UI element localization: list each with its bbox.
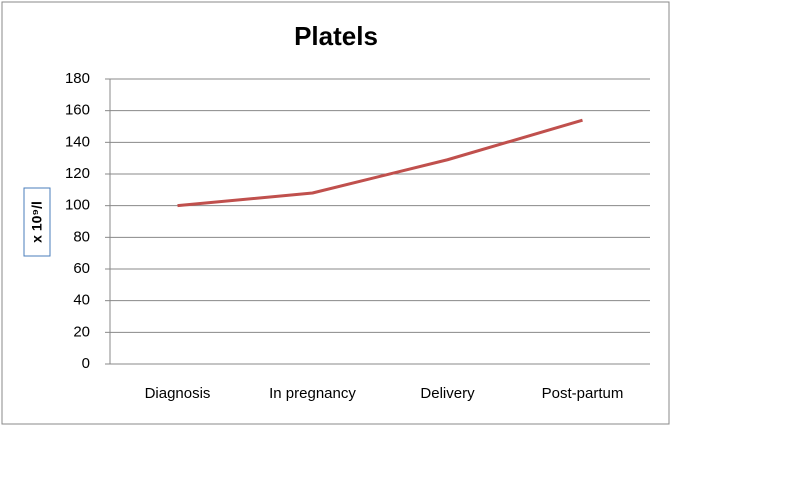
y-tick-label: 80 [73,228,90,245]
y-tick-label: 40 [73,292,90,309]
y-tick-label: 180 [65,70,90,87]
x-tick-label: In pregnancy [269,385,356,402]
data-line [177,118,583,208]
y-tick-label: 140 [65,133,90,150]
y-axis-label: x 10⁹/l [29,201,45,243]
y-tick-label: 160 [65,102,90,119]
y-tick-label: 120 [65,165,90,182]
x-tick-label: Delivery [420,385,475,402]
x-tick-label: Post-partum [542,385,624,402]
y-tick-label: 20 [73,323,90,340]
y-tick-label: 0 [82,355,90,372]
x-tick-label: Diagnosis [145,385,211,402]
chart-title: Platels [294,21,378,51]
chart-frame [1,1,670,425]
y-tick-label: 100 [65,197,90,214]
y-tick-label: 60 [73,260,90,277]
y-label-box [23,187,51,257]
